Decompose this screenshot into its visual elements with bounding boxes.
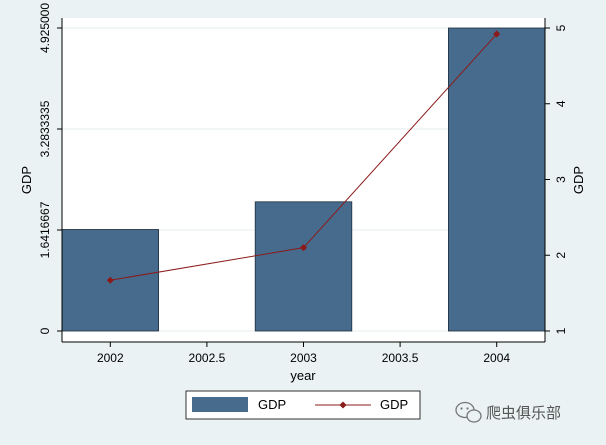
line-series bbox=[106, 30, 501, 284]
legend-bar-swatch bbox=[192, 397, 248, 412]
wechat-icon bbox=[455, 401, 482, 423]
bars bbox=[61, 27, 546, 332]
y-right-tick-label: 5 bbox=[554, 24, 568, 31]
y-right-tick-label: 3 bbox=[554, 176, 568, 183]
data-point bbox=[299, 244, 308, 252]
y-left-axis-title: GDP bbox=[19, 166, 34, 194]
y-right-tick-label: 1 bbox=[554, 327, 568, 334]
data-point bbox=[106, 276, 114, 284]
ticks: 2002 2002.5 2003 2003.5 2004 0 1.6416667 3.2833… bbox=[38, 3, 568, 365]
x-tick-label: 2002.5 bbox=[189, 351, 226, 365]
y-left-tick-label: 4.925000 bbox=[38, 3, 52, 53]
bar bbox=[254, 201, 353, 332]
y-left-tick-label: 1.6416667 bbox=[38, 201, 52, 258]
y-right-tick-label: 4 bbox=[554, 100, 568, 107]
y-left-tick-label: 3.2833335 bbox=[38, 100, 52, 157]
legend-line-label: GDP bbox=[380, 397, 408, 412]
legend: GDP GDP bbox=[185, 390, 421, 420]
watermark: 爬虫俱乐部 bbox=[455, 401, 561, 423]
legend-bar-label: GDP bbox=[258, 397, 286, 412]
x-tick-label: 2003 bbox=[290, 351, 317, 365]
x-tick-label: 2004 bbox=[483, 351, 510, 365]
x-tick-label: 2003.5 bbox=[382, 351, 419, 365]
legend-line-marker bbox=[339, 401, 347, 409]
x-tick-label: 2002 bbox=[97, 351, 124, 365]
y-right-axis-title: GDP bbox=[571, 166, 586, 194]
watermark-text: 爬虫俱乐部 bbox=[486, 404, 561, 422]
x-axis-title: year bbox=[290, 368, 316, 383]
y-left-tick-label: 0 bbox=[38, 327, 52, 334]
data-point bbox=[493, 30, 501, 38]
y-right-tick-label: 2 bbox=[554, 252, 568, 259]
bar bbox=[447, 27, 546, 332]
